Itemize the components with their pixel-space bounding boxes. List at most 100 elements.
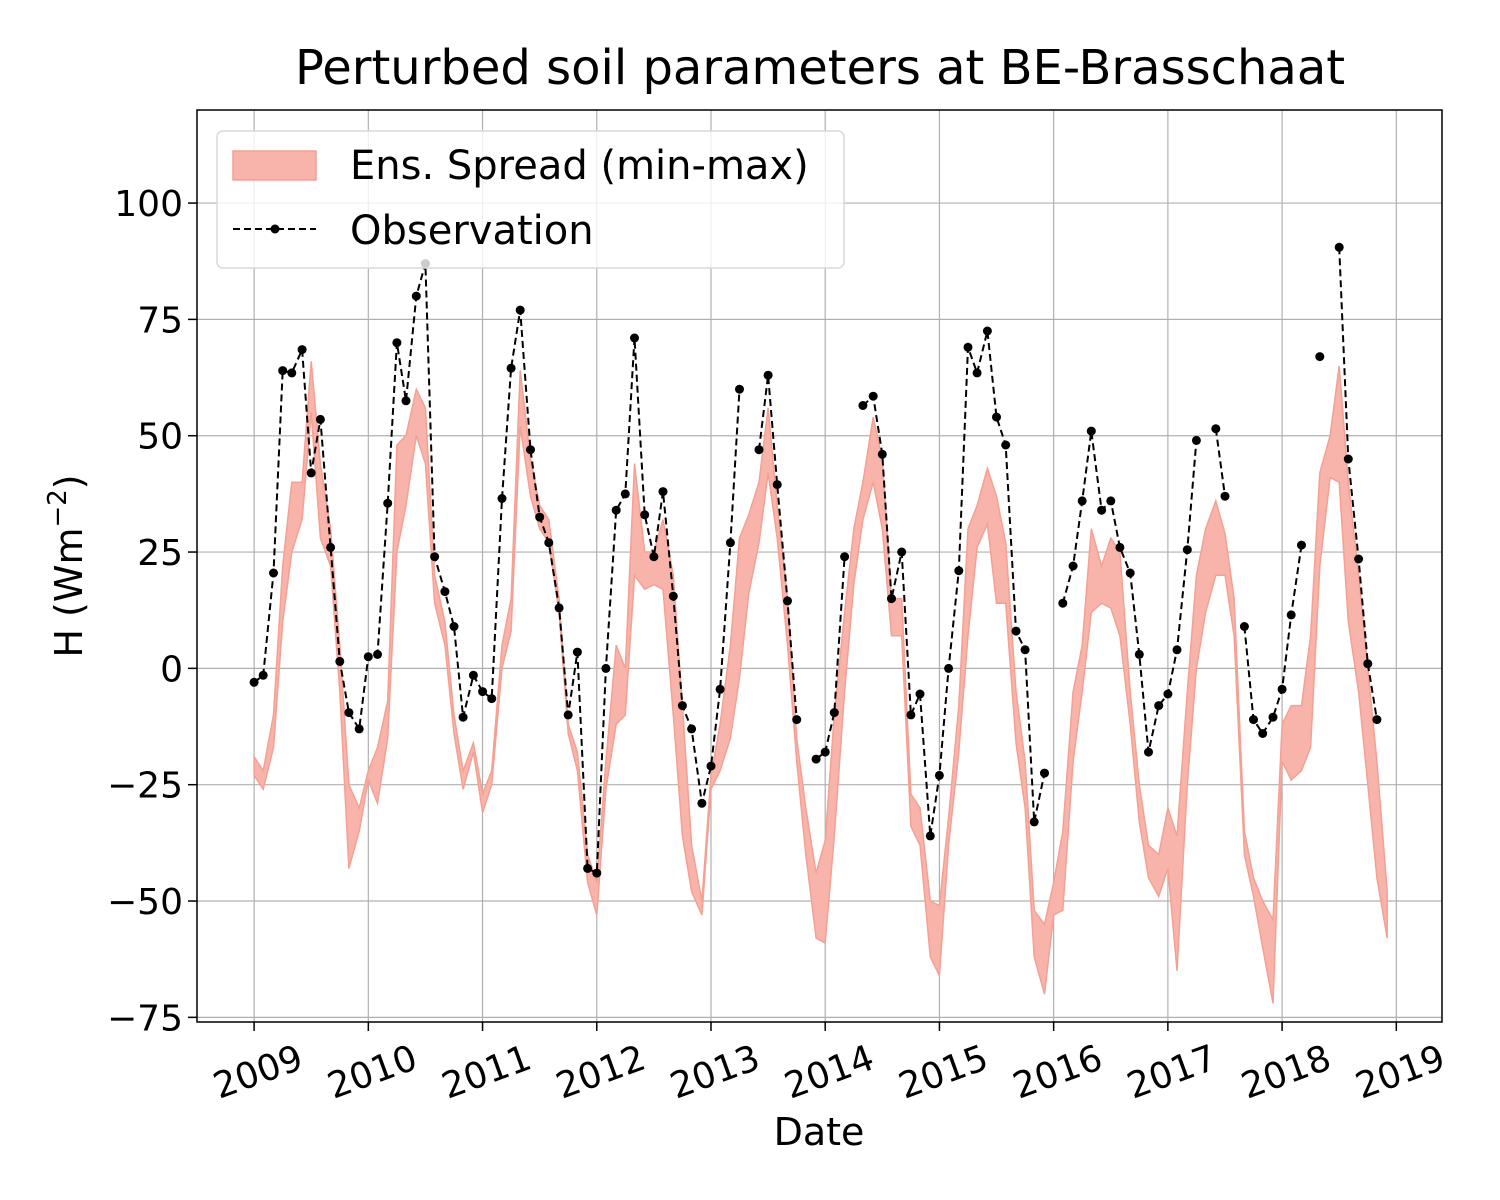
observation-point: [1363, 659, 1373, 669]
observation-point: [1315, 352, 1325, 362]
observation-point: [1115, 542, 1125, 552]
x-tick-label: 2016: [1008, 1038, 1108, 1108]
y-axis-label-sup: −2: [43, 489, 73, 527]
observation-point: [1134, 649, 1144, 659]
observation-point: [315, 414, 325, 424]
x-tick-label: 2014: [779, 1038, 879, 1108]
observation-point: [620, 489, 630, 499]
observation-point: [630, 333, 639, 343]
observation-point: [640, 510, 650, 520]
observation-point: [487, 694, 497, 704]
observation-point: [515, 305, 525, 315]
observation-point: [925, 831, 935, 841]
legend-observation-label: Observation: [350, 208, 594, 254]
observation-point: [868, 391, 878, 401]
y-tick-label: 75: [137, 300, 183, 341]
observation-point: [820, 747, 830, 757]
ensemble-spread-band: [253, 361, 1388, 1004]
observation-point: [344, 708, 354, 718]
x-tick-label: 2013: [665, 1038, 765, 1108]
x-tick-label: 2011: [437, 1038, 537, 1108]
observation-point: [1097, 505, 1107, 515]
observation-point: [982, 326, 992, 336]
observation-point: [1068, 561, 1078, 571]
observation-point: [668, 591, 678, 601]
y-tick-label: 25: [137, 533, 183, 574]
observation-point: [1040, 768, 1049, 778]
y-axis-ticks: −75 −50 −25 0 25 50 75 100: [107, 184, 197, 1039]
legend-observation-marker: [270, 224, 280, 234]
observation-point: [258, 670, 268, 680]
observation-point: [1277, 684, 1287, 694]
observation-point: [383, 498, 393, 508]
legend-spread-swatch: [232, 150, 317, 181]
observation-point: [249, 677, 259, 687]
observation-point: [954, 566, 964, 576]
observation-point: [497, 494, 507, 503]
observation-point: [735, 384, 744, 394]
observation-point: [1191, 435, 1201, 445]
observation-point: [1144, 747, 1153, 757]
observation-point: [563, 710, 573, 720]
observation-point: [601, 663, 611, 673]
observation-point: [772, 480, 782, 490]
observation-point: [792, 715, 802, 725]
observation-point: [1011, 626, 1021, 636]
observation-point: [677, 701, 687, 711]
observation-point: [269, 568, 278, 578]
observation-point: [1182, 545, 1192, 555]
observation-point: [783, 596, 792, 606]
observation-point: [478, 687, 488, 697]
observation-point: [687, 724, 697, 734]
observation-point: [392, 338, 402, 348]
y-tick-label: −50: [107, 882, 183, 923]
x-tick-label: 2012: [551, 1038, 651, 1108]
x-axis-ticks: 2009 2010 2011 2012 2013 2014 2015 2016 2017 2018…: [208, 1022, 1451, 1108]
observation-point: [915, 689, 925, 699]
observation-point: [554, 603, 564, 613]
y-tick-label: −75: [107, 998, 183, 1039]
observation-point: [1163, 689, 1173, 699]
observation-point: [858, 401, 868, 410]
observation-point: [430, 552, 440, 562]
observation-point: [535, 512, 545, 522]
observation-point: [944, 663, 954, 673]
observation-point: [611, 505, 621, 515]
observation-point: [468, 670, 478, 680]
observation-point: [658, 487, 668, 497]
observation-point: [1058, 598, 1068, 608]
observation-point: [1354, 554, 1364, 564]
observation-point: [1172, 645, 1182, 655]
observation-line: [758, 375, 798, 720]
observation-point: [1029, 817, 1039, 827]
legend-spread-label: Ens. Spread (min-max): [350, 143, 809, 189]
observation-point: [697, 798, 707, 808]
chart-title: Perturbed soil parameters at BE-Brasscha…: [295, 40, 1345, 96]
observation-point: [1020, 645, 1030, 655]
y-tick-label: −25: [107, 766, 183, 807]
observation-point: [963, 342, 973, 352]
legend-box: [216, 130, 845, 269]
y-tick-label: 100: [114, 184, 183, 225]
observation-point: [401, 396, 411, 406]
x-tick-label: 2019: [1350, 1038, 1450, 1108]
legend: Ens. Spread (min-max) Observation: [216, 130, 845, 269]
observation-point: [1220, 491, 1230, 501]
plot-frame: [196, 109, 1443, 1023]
observation-point: [1001, 440, 1011, 450]
observation-line: [253, 263, 741, 875]
observation-point: [706, 761, 716, 771]
ensemble-spread-area: [253, 361, 1388, 1004]
y-axis-label-close: ): [47, 474, 91, 489]
x-axis-label: Date: [774, 1110, 865, 1154]
observation-point: [572, 647, 582, 657]
observation-point: [592, 868, 602, 878]
observation-point: [1154, 701, 1164, 711]
observation-point: [1077, 496, 1087, 506]
observation-point: [1372, 715, 1382, 725]
observation-point: [1086, 426, 1096, 436]
observation-point: [373, 649, 382, 659]
x-tick-label: 2015: [894, 1038, 994, 1108]
observation-point: [1211, 424, 1221, 434]
observation-point: [1239, 622, 1249, 631]
